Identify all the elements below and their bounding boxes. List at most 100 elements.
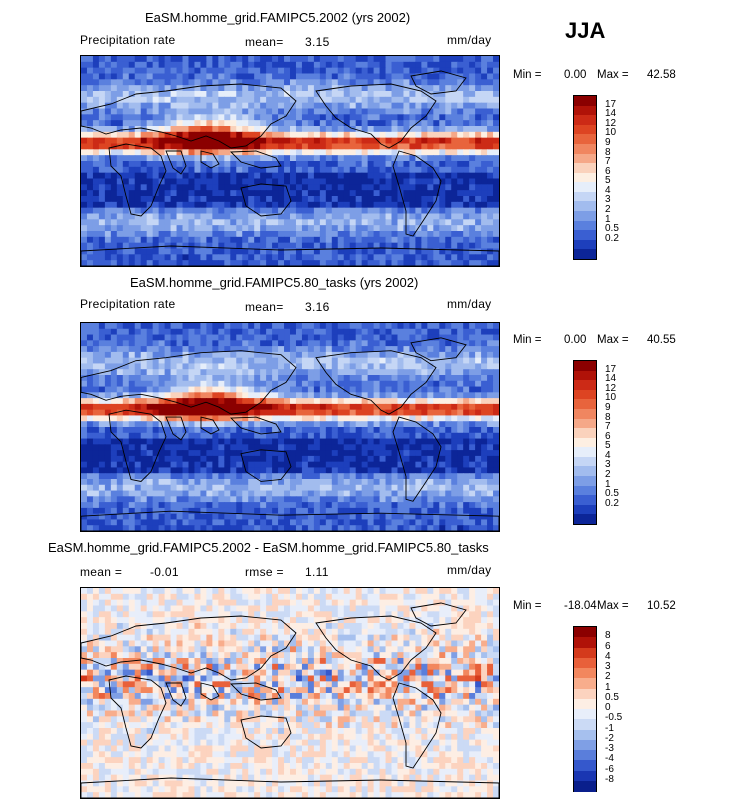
panel-2-max-label: Max =: [597, 334, 629, 346]
coastline: [81, 245, 499, 266]
colorbar-tick-label: 9: [605, 136, 611, 148]
colorbar-tick-label: -4: [605, 753, 614, 765]
colorbar-swatch: [574, 389, 596, 400]
colorbar-tick-label: 6: [605, 430, 611, 442]
colorbar-swatch: [574, 750, 596, 761]
colorbar-tick-label: 17: [605, 363, 617, 375]
colorbar-swatch: [574, 476, 596, 487]
colorbar-swatch: [574, 115, 596, 126]
coastline: [200, 682, 220, 701]
season-label: JJA: [565, 18, 606, 43]
coastline: [392, 682, 442, 769]
colorbar-swatch: [574, 418, 596, 429]
coastline: [240, 449, 292, 482]
panel-1-title: EaSM.homme_grid.FAMIPC5.2002 (yrs 2002): [145, 10, 411, 25]
colorbar-tick-label: 1: [605, 213, 611, 225]
coastline: [315, 350, 437, 415]
colorbar-tick-label: 10: [605, 127, 617, 139]
panel-2-min-value: 0.00: [564, 334, 587, 346]
colorbar-tick-label: 17: [605, 98, 617, 110]
colorbar-swatch: [574, 456, 596, 467]
coastline: [410, 70, 467, 95]
coastline: [108, 675, 167, 749]
colorbar-tick-label: 3: [605, 459, 611, 471]
panel-2-max-value: 40.55: [647, 334, 676, 346]
colorbar-swatch: [574, 637, 596, 648]
coastline: [200, 416, 220, 435]
colorbar-swatch: [574, 466, 596, 477]
coastline: [240, 715, 292, 749]
coastline: [81, 615, 297, 681]
coastline: [392, 150, 442, 237]
colorbar-tick-label: 0.5: [605, 488, 619, 500]
colorbar-tick-label: -8: [605, 773, 614, 785]
colorbar-tick-label: -3: [605, 743, 614, 754]
coastline: [392, 416, 442, 502]
colorbar-swatch: [574, 760, 596, 771]
panel-2-mean-label: mean=: [245, 300, 284, 314]
coastline: [229, 150, 282, 169]
panel-3-units: mm/day: [447, 563, 492, 577]
colorbar-tick-label: -0.5: [605, 712, 623, 724]
colorbar-tick-label: 12: [605, 117, 617, 129]
panel-1-min-value: 0.00: [564, 69, 587, 81]
colorbar-swatch: [574, 647, 596, 659]
coastline: [108, 409, 167, 482]
coastline: [165, 682, 187, 707]
colorbar-swatch: [574, 657, 596, 669]
panel-1-max-value: 42.58: [647, 69, 676, 81]
colorbar-swatch: [574, 729, 596, 741]
colorbar-swatch: [574, 698, 596, 710]
coastline: [165, 150, 187, 175]
colorbar-swatch: [574, 399, 596, 410]
colorbar-tick-label: 7: [605, 421, 611, 433]
colorbar-tick-label: 4: [605, 184, 611, 196]
colorbar-swatch: [574, 770, 596, 782]
colorbar-tick-label: -1: [605, 722, 614, 734]
panel-2-variable: Precipitation rate: [80, 297, 176, 311]
coastline: [81, 350, 297, 415]
colorbar-swatch: [574, 504, 596, 515]
colorbar-swatch: [574, 627, 596, 638]
panel-3-rmse-label: rmse =: [245, 565, 284, 579]
colorbar-swatch: [574, 220, 596, 231]
colorbar-tick-label: 2: [605, 204, 611, 216]
colorbar-swatch: [574, 380, 596, 391]
panel-2-precip-map: [80, 322, 500, 532]
panel-3-colorbar: [573, 626, 597, 792]
panel-3-min-value: -18.04: [564, 600, 597, 612]
colorbar-tick-label: 0.5: [605, 223, 619, 235]
coastline: [81, 83, 297, 149]
colorbar-swatch: [574, 485, 596, 496]
coastline: [240, 183, 292, 217]
colorbar-swatch: [574, 719, 596, 730]
colorbar-swatch: [574, 211, 596, 222]
colorbar-tick-label: 8: [605, 411, 611, 423]
colorbar-tick-label: 12: [605, 382, 617, 394]
panel-2-colorbar: [573, 360, 597, 525]
colorbar-tick-label: 10: [605, 392, 617, 404]
colorbar-swatch: [574, 96, 596, 107]
colorbar-tick-label: 1: [605, 478, 611, 490]
panel-2-title: EaSM.homme_grid.FAMIPC5.80_tasks (yrs 20…: [130, 275, 419, 290]
colorbar-tick-label: 0.2: [605, 232, 619, 244]
panel-3-max-value: 10.52: [647, 600, 676, 612]
panel-3-min-label: Min =: [513, 600, 542, 612]
colorbar-swatch: [574, 163, 596, 174]
colorbar-swatch: [574, 780, 596, 792]
colorbar-tick-label: 0.2: [605, 497, 619, 509]
colorbar-swatch: [574, 191, 596, 202]
coastline: [200, 150, 220, 169]
panel-1-min-label: Min =: [513, 69, 542, 81]
coastline: [410, 602, 467, 627]
colorbar-swatch: [574, 514, 596, 525]
panel-2-min-label: Min =: [513, 334, 542, 346]
colorbar-swatch: [574, 172, 596, 183]
colorbar-tick-label: 14: [605, 108, 617, 120]
colorbar-swatch: [574, 495, 596, 506]
colorbar-swatch: [574, 143, 596, 155]
colorbar-swatch: [574, 709, 596, 720]
coastline: [229, 682, 282, 701]
colorbar-tick-label: 3: [605, 194, 611, 206]
colorbar-swatch: [574, 437, 596, 448]
